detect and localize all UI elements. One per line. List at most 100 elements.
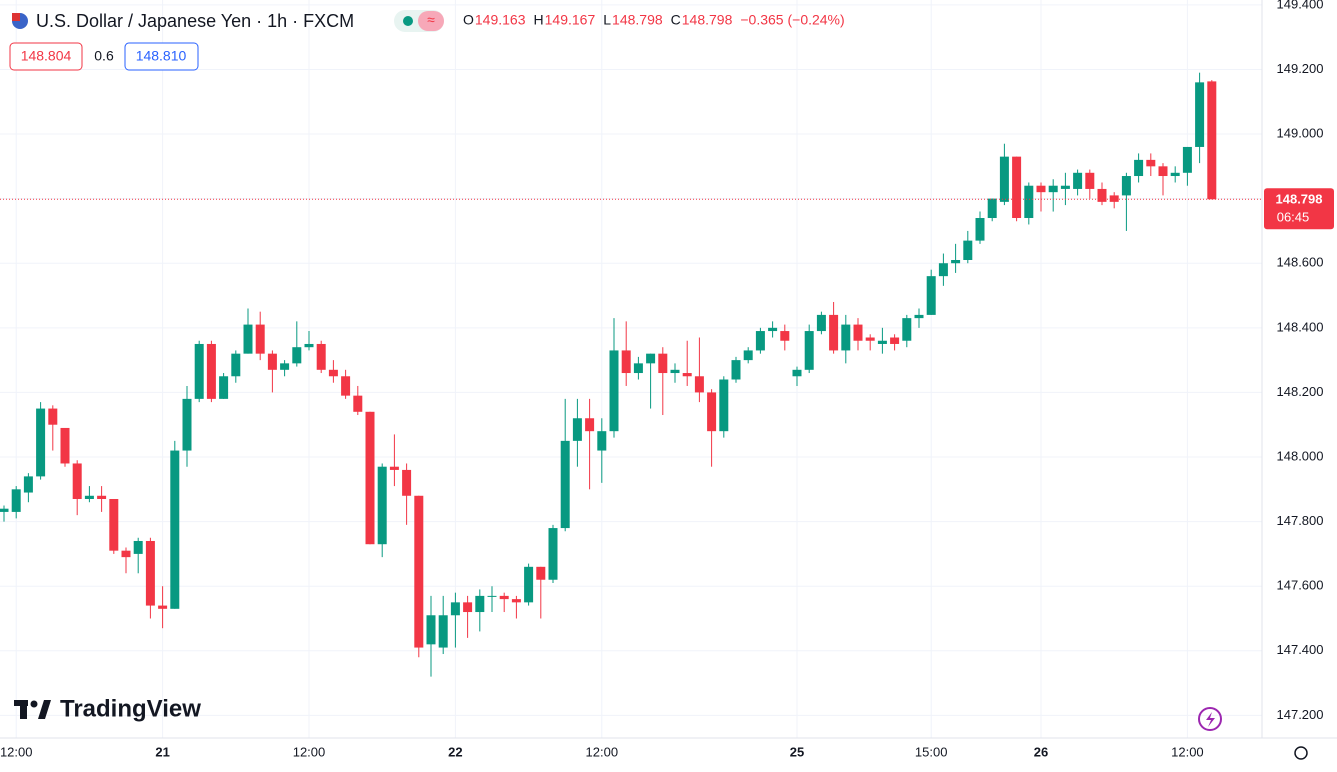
candle-body [890,337,900,344]
candle-body [902,318,912,341]
candle-body [999,156,1009,202]
candle-body [414,495,424,648]
candle-body [1085,172,1095,189]
last-price-label: 148.798 [1276,192,1323,207]
y-tick-label: 148.400 [1277,319,1324,334]
candle-body [1207,81,1217,200]
candle-body [316,343,326,370]
candle-body [231,353,241,377]
candle-body [243,324,253,354]
candle-body [402,469,412,496]
candle-body [560,440,570,529]
candle-body [450,602,460,616]
y-tick-label: 149.400 [1277,0,1324,11]
candle-body [267,353,277,370]
candle-body [768,327,778,332]
candles [0,72,1262,677]
candle-body [84,495,94,499]
grid [0,0,1262,738]
candle-body [145,540,155,606]
delay-icon: ≈ [427,12,435,28]
candle-body [1121,176,1131,196]
ohlc-value: 148.798 [682,12,733,28]
candle-body [11,489,21,512]
watermark: TradingView [60,695,201,722]
candle-body [1146,159,1156,167]
change: −0.365 (−0.24%) [740,12,844,28]
candle-body [280,363,290,370]
candle-body [499,595,509,600]
candle-body [926,276,936,315]
y-tick-label: 148.600 [1277,255,1324,270]
buy-box[interactable] [124,42,199,71]
delay-badge [418,11,444,31]
x-tick-label: 26 [1034,744,1048,759]
candle-body [853,324,863,341]
settings-button[interactable] [1294,746,1308,760]
lightning-icon [1206,712,1215,727]
candle-body [353,395,363,412]
candle-body [646,353,656,364]
lightning-button[interactable] [1198,707,1222,731]
last-price-badge [1264,188,1334,230]
sell-box[interactable] [9,42,83,71]
symbol-title[interactable]: U.S. Dollar / Japanese Yen · 1h · FXCM [36,11,354,31]
candle-body [1036,185,1046,193]
y-tick-label: 147.200 [1277,707,1324,722]
candle-body [987,198,997,219]
candle-body [72,463,82,499]
candle-body [633,363,643,374]
candle-body [755,331,765,351]
candle-body [23,476,33,493]
x-tick-label: 12:00 [586,744,619,759]
candle-body [951,259,961,264]
candle-body [1109,195,1119,202]
candle-body [1073,172,1083,189]
candle-body [158,605,168,609]
candle-body [389,466,399,470]
candle-body [109,498,119,551]
candle-body [572,418,582,441]
x-tick-label: 12:00 [1171,744,1204,759]
candle-body [1048,185,1058,193]
candle-body [743,350,753,361]
x-tick-label: 25 [790,744,804,759]
candle-body [609,350,619,432]
y-tick-label: 149.000 [1277,125,1324,140]
candle-body [97,495,107,499]
candle-body [182,398,192,451]
candle-body [804,331,814,370]
candle-body [780,331,790,341]
x-tick-label: 12:00 [0,744,32,759]
candle-body [1158,166,1168,177]
bid-price[interactable]: 148.804 [21,48,72,64]
candle-body [511,599,521,603]
ask-price[interactable]: 148.810 [136,48,187,64]
candle-body [36,408,46,477]
x-tick-label: 22 [448,744,462,759]
candle-body [60,427,70,464]
candle-body [731,360,741,380]
y-tick-label: 149.200 [1277,61,1324,76]
candle-body [621,350,631,374]
candle-body [487,595,497,597]
candle-body [1012,156,1022,219]
ohlc-key: C [671,12,681,28]
candle-body [0,508,9,512]
candle-body [975,218,985,241]
candle-body [719,379,729,432]
candle-body [585,418,595,432]
candle-body [121,550,131,558]
candle-body [536,566,546,580]
y-tick-label: 147.400 [1277,642,1324,657]
flag-icon-part [12,13,20,21]
candle-body [1195,82,1205,147]
ohlc-key: L [603,12,611,28]
candle-body [963,240,973,260]
candle-body [865,337,875,341]
candle-body [365,411,375,545]
candle-body [914,314,924,319]
candle-body [1182,146,1192,173]
candle-body [1134,159,1144,177]
